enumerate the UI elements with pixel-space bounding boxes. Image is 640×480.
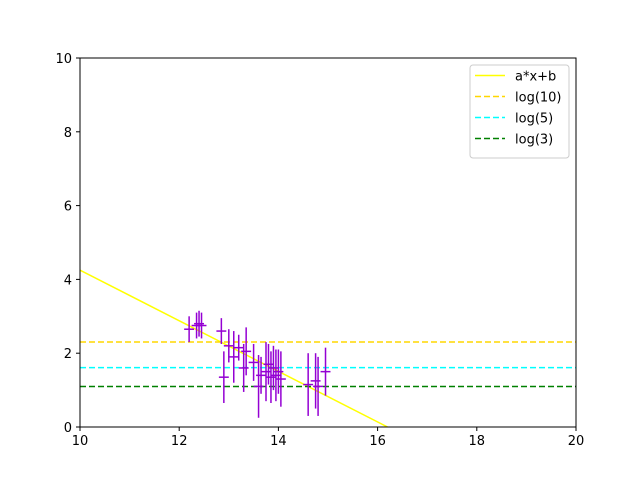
data-point [310,353,321,409]
data-point [196,312,207,339]
y-tick-label: 0 [64,421,72,436]
data-point [253,355,264,418]
data-point [218,351,229,404]
data-point [194,310,204,337]
x-tick-label: 14 [270,434,287,449]
data-point [228,331,239,383]
data-point [241,327,252,376]
legend-label: log(10) [515,91,562,106]
y-tick-label: 10 [55,52,72,67]
y-tick-label: 4 [64,273,72,288]
y-tick-label: 2 [64,347,72,362]
x-tick-label: 18 [469,434,486,449]
legend-frame [469,64,570,159]
data-point [184,316,195,343]
data-point [320,347,331,396]
legend-label: log(5) [515,112,553,127]
data-point [256,356,266,394]
data-point [273,349,284,394]
legend-label: a*x+b [515,70,556,85]
x-tick-label: 10 [72,434,89,449]
y-tick-label: 8 [64,126,72,141]
x-tick-label: 20 [568,434,585,449]
axis-ticks: 10 12 14 16 18 20 0 2 4 6 8 10 [55,52,584,449]
y-tick-label: 6 [64,200,72,215]
legend: a*x+b log(10) log(5) log(3) [469,64,570,159]
data-point [268,345,279,391]
data-point [233,334,244,361]
data-point [270,349,281,402]
data-point [303,353,314,416]
axes-frame [79,57,577,428]
data-point [248,343,259,381]
data-point [266,351,276,404]
x-tick-label: 12 [171,434,188,449]
data-point [275,351,286,407]
plot-area [80,269,576,427]
data-point [313,356,324,416]
legend-label: log(3) [515,133,553,148]
x-tick-label: 16 [369,434,386,449]
data-point [216,318,227,344]
data-point [261,342,271,402]
